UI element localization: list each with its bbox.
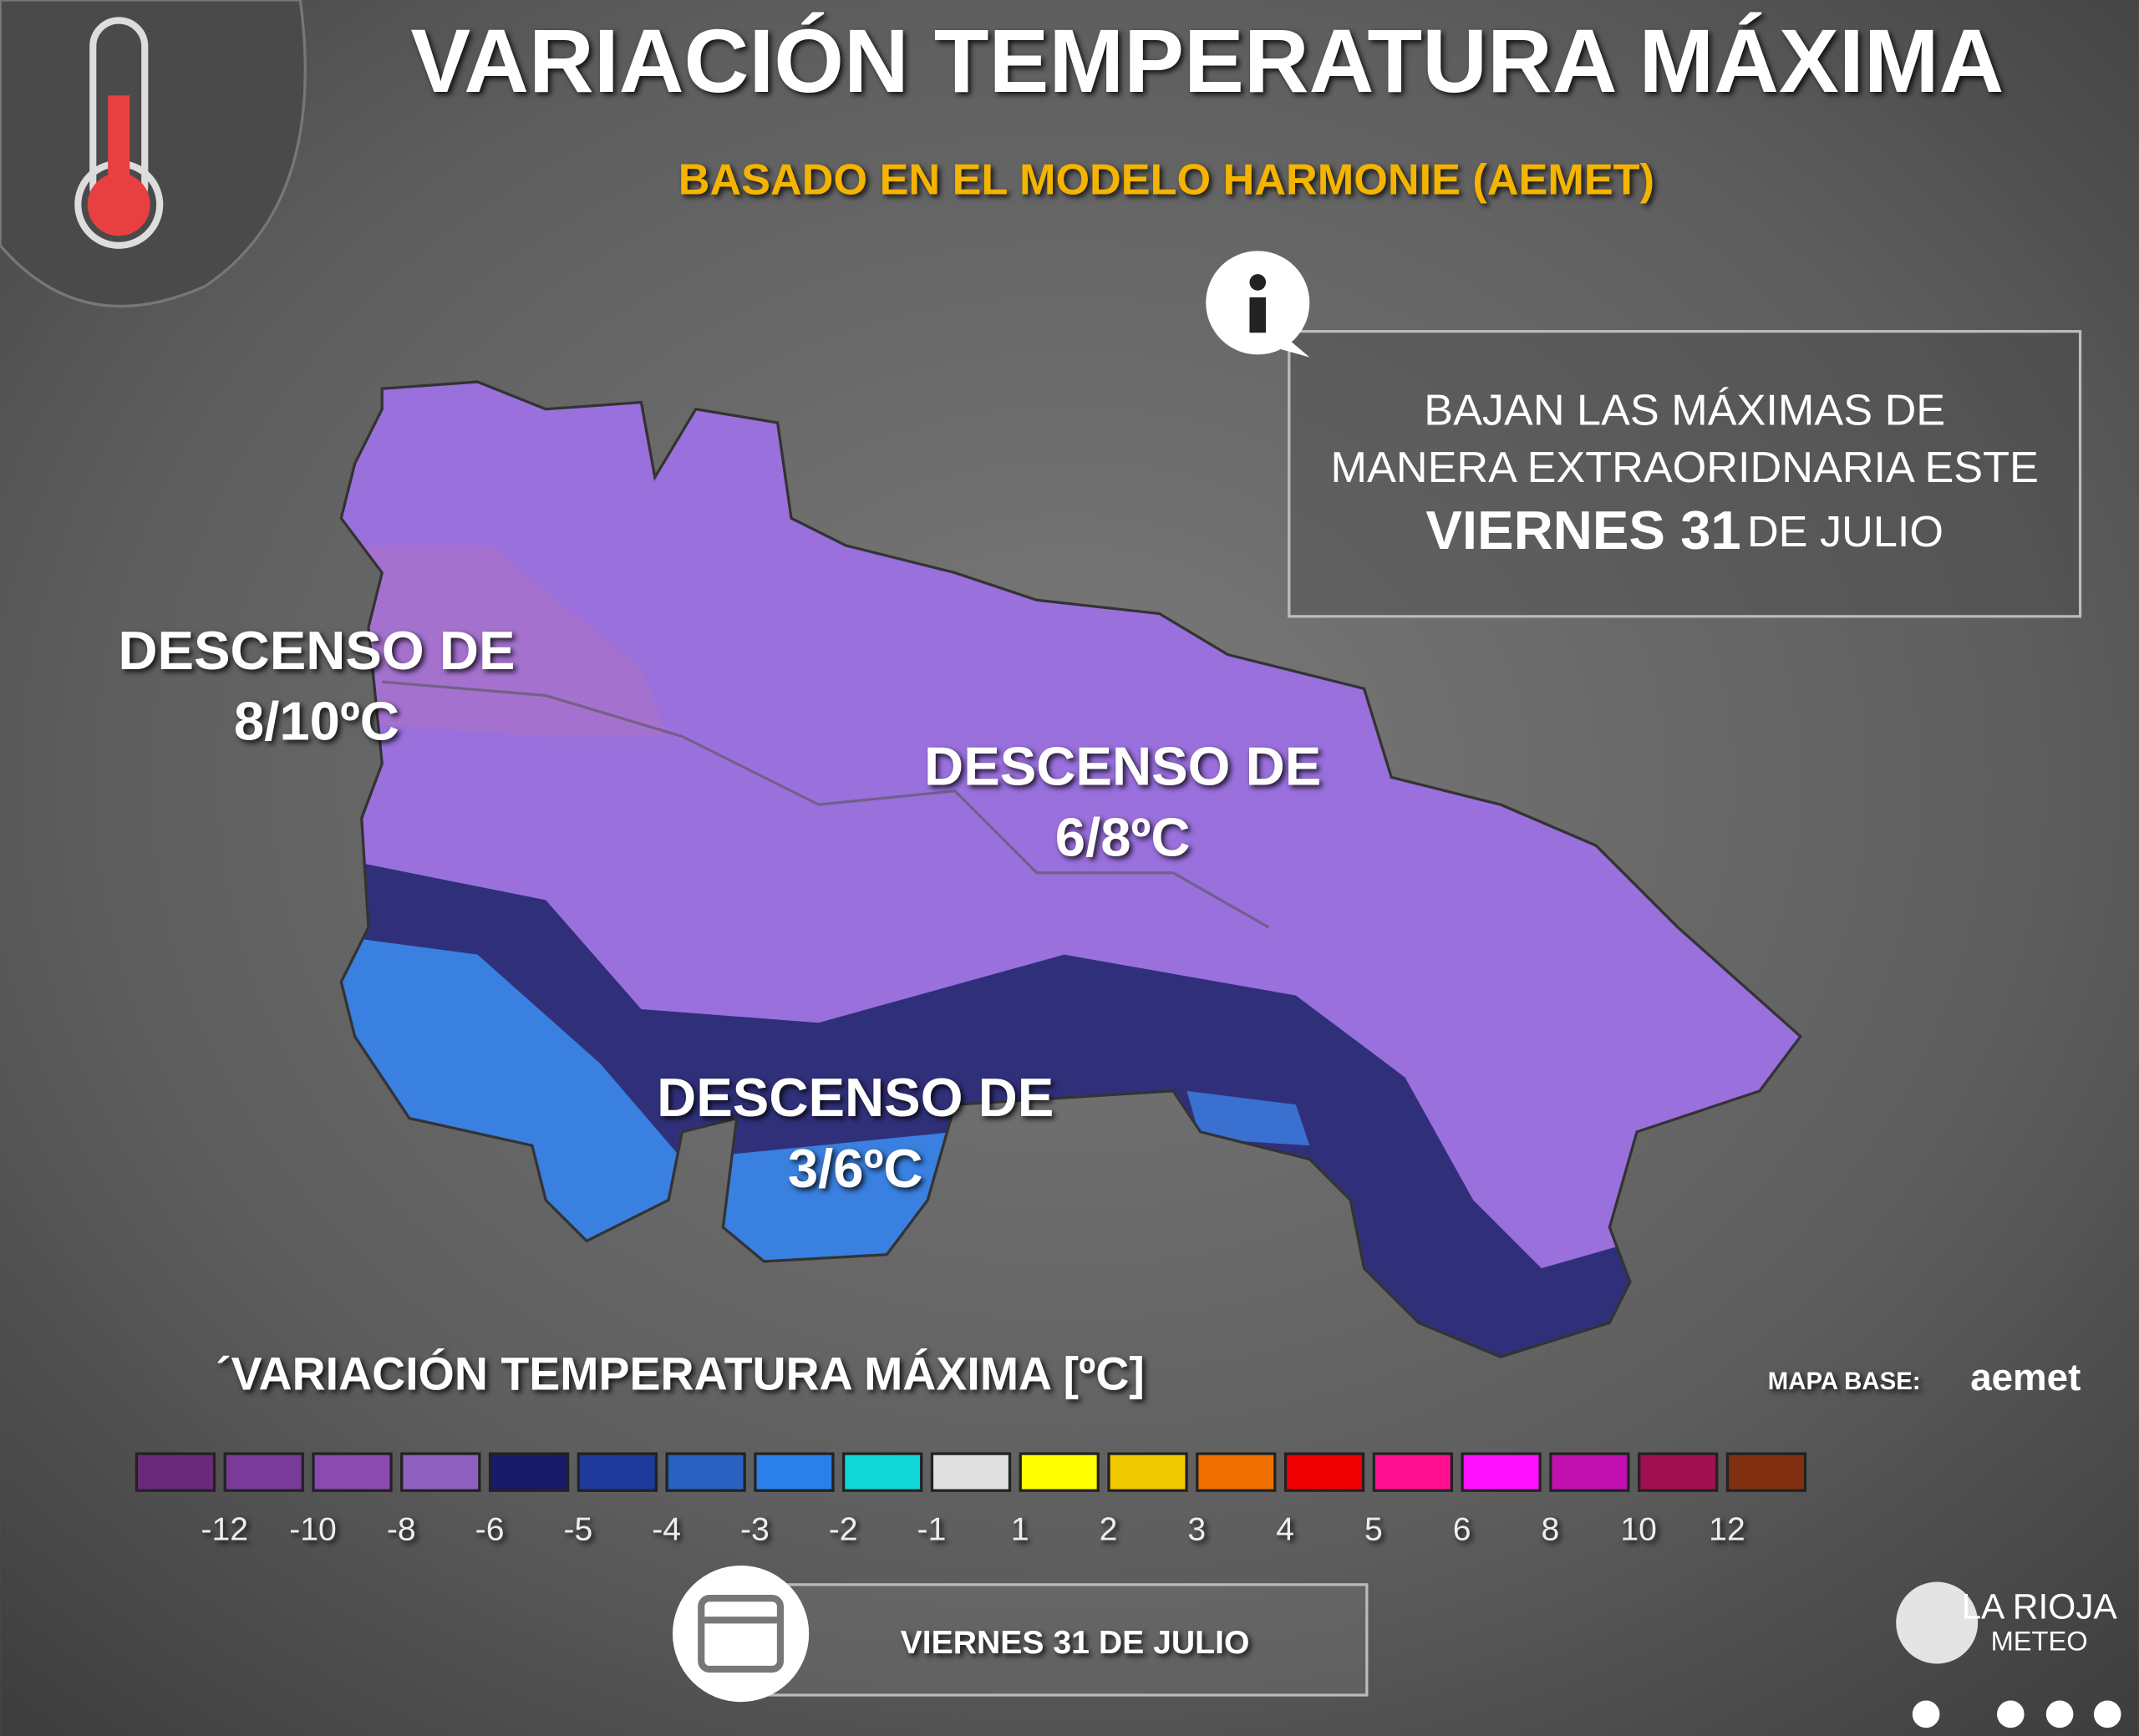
title: VARIACIÓN TEMPERATURA MÁXIMA [410,10,2004,111]
map-border [382,680,1270,929]
legend-swatch [135,1452,216,1492]
legend-swatch [1372,1452,1454,1492]
legend-swatch [223,1452,304,1492]
map-label: DESCENSO DE [657,1067,1054,1128]
legend-label: 10 [1620,1511,1657,1547]
legend-label: 3 [1187,1511,1206,1547]
map-label: 6/8ºC [1055,806,1191,867]
subtitle: BASADO EN EL MODELO HARMONIE (AEMET) [678,156,1654,205]
legend-label: -1 [917,1511,947,1547]
info-icon [1206,251,1310,358]
thermometer-icon [74,17,164,249]
legend-swatch [1638,1452,1719,1492]
map-label: DESCENSO DE [118,620,515,681]
map-outline [339,380,1803,1358]
info-line: VIERNES 31 DE JULIO [1425,500,1943,561]
legend-label: -3 [740,1511,770,1547]
legend-swatch [312,1452,393,1492]
map-zone [354,545,669,737]
map-label: 3/6ºC [788,1138,923,1199]
legend-label: -4 [652,1511,681,1547]
info-box [1288,330,2082,618]
legend-label: -8 [387,1511,416,1547]
legend-label: -6 [475,1511,505,1547]
legend-swatch [930,1452,1012,1492]
map-zone [1186,1090,1310,1146]
map-label: 8/10ºC [234,691,399,752]
legend-swatch [1107,1452,1188,1492]
info-highlight: VIERNES 31 [1425,500,1740,561]
legend-swatch [488,1452,570,1492]
legend-swatch [1283,1452,1365,1492]
legend-swatch [665,1452,746,1492]
legend-swatch [754,1452,835,1492]
legend-swatch [842,1452,923,1492]
legend-label: -5 [563,1511,592,1547]
corner-decoration [0,0,307,308]
info-line: BAJAN LAS MÁXIMAS DE [1424,386,1945,434]
social-icons [1912,1700,2121,1728]
brand-logo [1896,1581,1979,1664]
legend-swatch [1019,1452,1100,1492]
legend-title: ´VARIACIÓN TEMPERATURA MÁXIMA [ºC] [216,1348,1145,1399]
legend-label: -12 [201,1511,248,1547]
brand-sub: METEO [1991,1626,2088,1657]
legend-label: -10 [289,1511,337,1547]
brand-name: LA RIOJA [1961,1586,2117,1626]
legend: ´VARIACIÓN TEMPERATURA MÁXIMA [ºC]-12 -10… [135,1348,1807,1547]
legend-label: 5 [1364,1511,1383,1547]
credit-source: aemet [1970,1356,2081,1398]
legend-swatch [400,1452,481,1492]
legend-swatch [1549,1452,1630,1492]
legend-label: 12 [1709,1511,1745,1547]
credit-label: MAPA BASE: [1768,1368,1921,1395]
map-labels: DESCENSO DE 8/10ºC DESCENSO DE 6/8ºC DESCENS… [118,620,1321,1199]
legend-label: 4 [1276,1511,1294,1547]
legend-label: 2 [1100,1511,1118,1547]
legend-swatch [577,1452,658,1492]
legend-swatch [1196,1452,1277,1492]
legend-label: 6 [1453,1511,1471,1547]
info-rest: DE JULIO [1747,508,1943,556]
date-box [762,1583,1369,1697]
calendar-icon [672,1565,810,1703]
legend-label: -2 [829,1511,858,1547]
legend-swatch [1461,1452,1542,1492]
map-label: DESCENSO DE [924,736,1321,797]
date: VIERNES 31 DE JULIO [901,1625,1250,1661]
info-line: MANERA EXTRAORIDNARIA ESTE [1331,444,2039,492]
legend-label: 8 [1542,1511,1560,1547]
legend-label: 1 [1011,1511,1029,1547]
legend-swatch [1725,1452,1807,1492]
